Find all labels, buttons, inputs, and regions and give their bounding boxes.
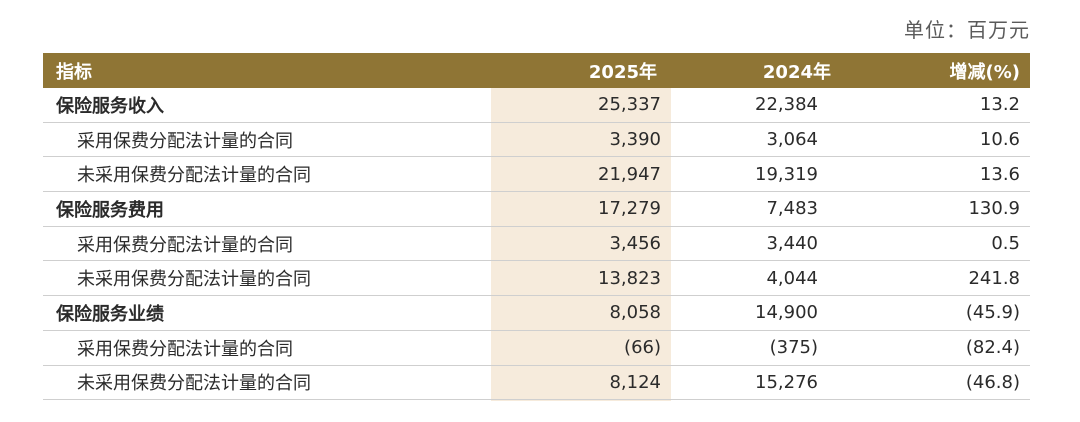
value-2024: 3,064 bbox=[766, 129, 818, 151]
value-2025: 21,947 bbox=[598, 163, 661, 185]
value-change: 241.8 bbox=[968, 267, 1020, 289]
value-2024: 14,900 bbox=[755, 302, 818, 324]
row-label: 保险服务业绩 bbox=[56, 303, 164, 325]
value-change: 13.2 bbox=[979, 94, 1020, 116]
table-row: 采用保费分配法计量的合同 3,390 3,064 10.6 bbox=[43, 123, 1030, 158]
financial-table: 指标 2025年 2024年 增减(%) 保险服务收入 25,337 22,384 1… bbox=[43, 53, 1030, 401]
table-header: 指标 2025年 2024年 增减(%) bbox=[43, 53, 1030, 88]
table-row: 保险服务业绩 8,058 14,900 (45.9) bbox=[43, 296, 1030, 331]
row-label: 采用保费分配法计量的合同 bbox=[77, 130, 293, 152]
value-2025: 8,124 bbox=[609, 371, 661, 393]
row-label: 未采用保费分配法计量的合同 bbox=[77, 373, 311, 395]
value-change: (82.4) bbox=[965, 337, 1020, 359]
value-change: 130.9 bbox=[968, 198, 1020, 220]
table-row: 保险服务费用 17,279 7,483 130.9 bbox=[43, 192, 1030, 227]
unit-label: 单位：百万元 bbox=[904, 18, 1030, 42]
table-row: 未采用保费分配法计量的合同 21,947 19,319 13.6 bbox=[43, 157, 1030, 193]
highlight-column-2025 bbox=[491, 88, 671, 401]
value-2025: 17,279 bbox=[598, 198, 661, 220]
row-label: 未采用保费分配法计量的合同 bbox=[77, 269, 311, 291]
value-2025: 8,058 bbox=[609, 302, 661, 324]
table-row: 采用保费分配法计量的合同 (66) (375) (82.4) bbox=[43, 331, 1030, 366]
value-2024: 7,483 bbox=[766, 198, 818, 220]
value-2025: 3,390 bbox=[609, 129, 661, 151]
value-2024: 3,440 bbox=[766, 233, 818, 255]
value-2025: 3,456 bbox=[609, 233, 661, 255]
value-2024: 15,276 bbox=[755, 371, 818, 393]
table-row: 未采用保费分配法计量的合同 13,823 4,044 241.8 bbox=[43, 261, 1030, 297]
value-change: 0.5 bbox=[991, 233, 1020, 255]
value-2024: 19,319 bbox=[755, 163, 818, 185]
value-2024: (375) bbox=[769, 337, 818, 359]
header-indicator: 指标 bbox=[56, 61, 92, 83]
row-label: 未采用保费分配法计量的合同 bbox=[77, 165, 311, 187]
row-label: 保险服务收入 bbox=[56, 95, 164, 117]
value-2025: 25,337 bbox=[598, 94, 661, 116]
value-change: 10.6 bbox=[979, 129, 1020, 151]
value-2024: 22,384 bbox=[755, 94, 818, 116]
header-2024: 2024年 bbox=[762, 61, 831, 83]
header-2025: 2025年 bbox=[588, 61, 657, 83]
table-row: 采用保费分配法计量的合同 3,456 3,440 0.5 bbox=[43, 227, 1030, 262]
value-change: (46.8) bbox=[965, 371, 1020, 393]
value-2025: (66) bbox=[624, 337, 661, 359]
row-label: 保险服务费用 bbox=[56, 199, 164, 221]
value-2025: 13,823 bbox=[598, 267, 661, 289]
table-row: 保险服务收入 25,337 22,384 13.2 bbox=[43, 88, 1030, 123]
header-change: 增减(%) bbox=[949, 61, 1021, 83]
table-row: 未采用保费分配法计量的合同 8,124 15,276 (46.8) bbox=[43, 366, 1030, 401]
row-label: 采用保费分配法计量的合同 bbox=[77, 234, 293, 256]
value-change: 13.6 bbox=[979, 163, 1020, 185]
value-2024: 4,044 bbox=[766, 267, 818, 289]
row-label: 采用保费分配法计量的合同 bbox=[77, 338, 293, 360]
value-change: (45.9) bbox=[965, 302, 1020, 324]
